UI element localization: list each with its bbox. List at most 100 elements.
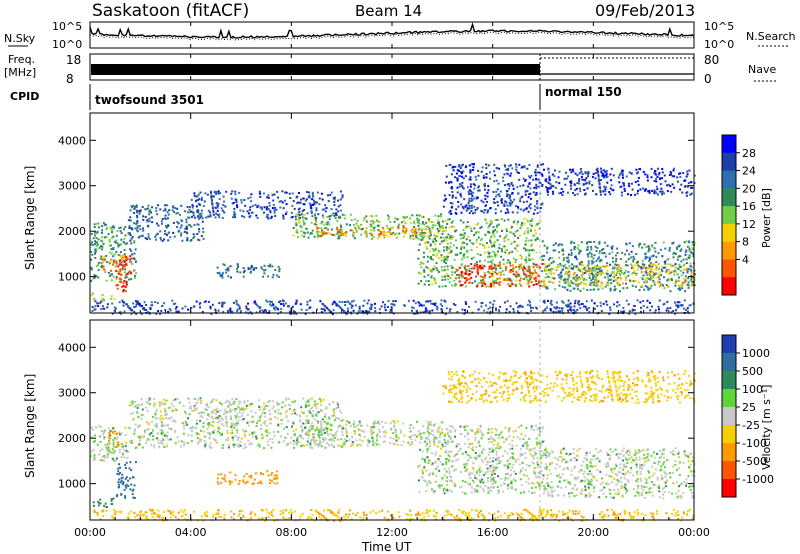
heat-cell	[103, 455, 106, 457]
heat-cell	[176, 212, 179, 214]
heat-cell	[192, 211, 195, 214]
heat-cell	[518, 275, 521, 277]
heat-cell	[129, 260, 132, 263]
heat-cell	[481, 244, 484, 246]
heat-cell	[209, 401, 212, 404]
heat-cell	[557, 176, 560, 179]
heat-cell	[163, 238, 166, 241]
heat-cell	[548, 258, 550, 261]
heat-cell	[324, 413, 327, 416]
heat-cell	[451, 235, 454, 238]
heat-cell	[247, 268, 250, 270]
heat-cell	[220, 207, 223, 210]
heat-cell	[200, 235, 203, 237]
heat-cell	[441, 305, 444, 307]
heat-cell	[625, 175, 628, 178]
heat-cell	[131, 206, 134, 209]
heat-cell	[246, 413, 249, 416]
heat-cell	[472, 166, 475, 169]
heat-cell	[465, 269, 468, 271]
heat-cell	[578, 262, 581, 265]
heat-cell	[370, 306, 373, 309]
heat-cell	[352, 309, 355, 312]
heat-cell	[100, 264, 103, 267]
heat-cell	[508, 197, 511, 200]
heat-cell	[674, 263, 677, 266]
heat-cell	[598, 182, 601, 184]
heat-cell	[203, 301, 206, 304]
heat-cell	[122, 259, 125, 262]
heat-cell	[131, 476, 134, 479]
heat-cell	[287, 420, 290, 423]
heat-cell	[277, 275, 280, 278]
heat-cell	[232, 201, 235, 204]
heat-cell	[120, 456, 123, 459]
heat-cell	[673, 252, 676, 255]
heat-cell	[573, 184, 576, 186]
heat-cell	[124, 234, 127, 237]
heat-cell	[666, 307, 669, 310]
heat-cell	[97, 305, 100, 307]
heat-cell	[654, 250, 657, 253]
heat-cell	[670, 277, 673, 280]
heat-cell	[543, 309, 546, 312]
heat-cell	[148, 217, 151, 220]
heat-cell	[606, 269, 609, 272]
heat-cell	[92, 441, 95, 443]
heat-cell	[546, 246, 549, 249]
heat-cell	[410, 231, 413, 234]
heat-cell	[332, 212, 335, 215]
heat-cell	[339, 229, 342, 231]
heat-cell	[583, 266, 586, 269]
heat-cell	[381, 420, 384, 423]
heat-cell	[247, 302, 249, 305]
heat-cell	[172, 405, 175, 408]
heat-cell	[368, 307, 371, 310]
heat-cell	[690, 272, 693, 275]
heat-cell	[464, 272, 467, 275]
heat-cell	[191, 426, 194, 429]
heat-cell	[274, 215, 277, 217]
heat-cell	[626, 264, 629, 267]
heat-cell	[251, 204, 254, 207]
heat-cell	[99, 426, 102, 428]
heat-cell	[561, 243, 564, 246]
heat-cell	[343, 301, 346, 303]
heat-cell	[143, 308, 146, 311]
heat-cell	[90, 258, 93, 261]
heat-cell	[498, 271, 501, 274]
heat-cell	[627, 274, 630, 277]
heat-cell	[236, 206, 239, 209]
heat-cell	[564, 263, 567, 266]
heat-cell	[135, 206, 138, 209]
heat-cell	[646, 273, 649, 276]
heat-cell	[284, 191, 287, 194]
heat-cell	[107, 435, 110, 438]
heat-cell	[691, 243, 694, 246]
heat-cell	[95, 241, 98, 244]
heat-cell	[95, 237, 98, 240]
heat-cell	[185, 218, 188, 221]
heat-cell	[591, 277, 594, 280]
heat-cell	[544, 263, 546, 266]
heat-cell	[299, 424, 302, 427]
heat-cell	[571, 263, 574, 266]
heat-cell	[311, 406, 314, 409]
heat-cell	[253, 267, 255, 270]
heat-cell	[483, 271, 486, 274]
heat-cell	[339, 234, 342, 237]
heat-cell	[250, 264, 253, 267]
heat-cell	[301, 411, 303, 414]
heat-cell	[175, 306, 178, 308]
heat-cell	[594, 284, 597, 287]
heat-cell	[484, 194, 487, 197]
heat-cell	[315, 209, 318, 212]
heat-cell	[656, 188, 659, 191]
heat-cell	[688, 248, 691, 251]
heat-cell	[529, 203, 532, 206]
heat-cell	[230, 310, 232, 313]
heat-cell	[382, 227, 385, 229]
heat-cell	[92, 277, 95, 280]
heat-cell	[618, 272, 621, 275]
heat-cell	[101, 458, 104, 461]
